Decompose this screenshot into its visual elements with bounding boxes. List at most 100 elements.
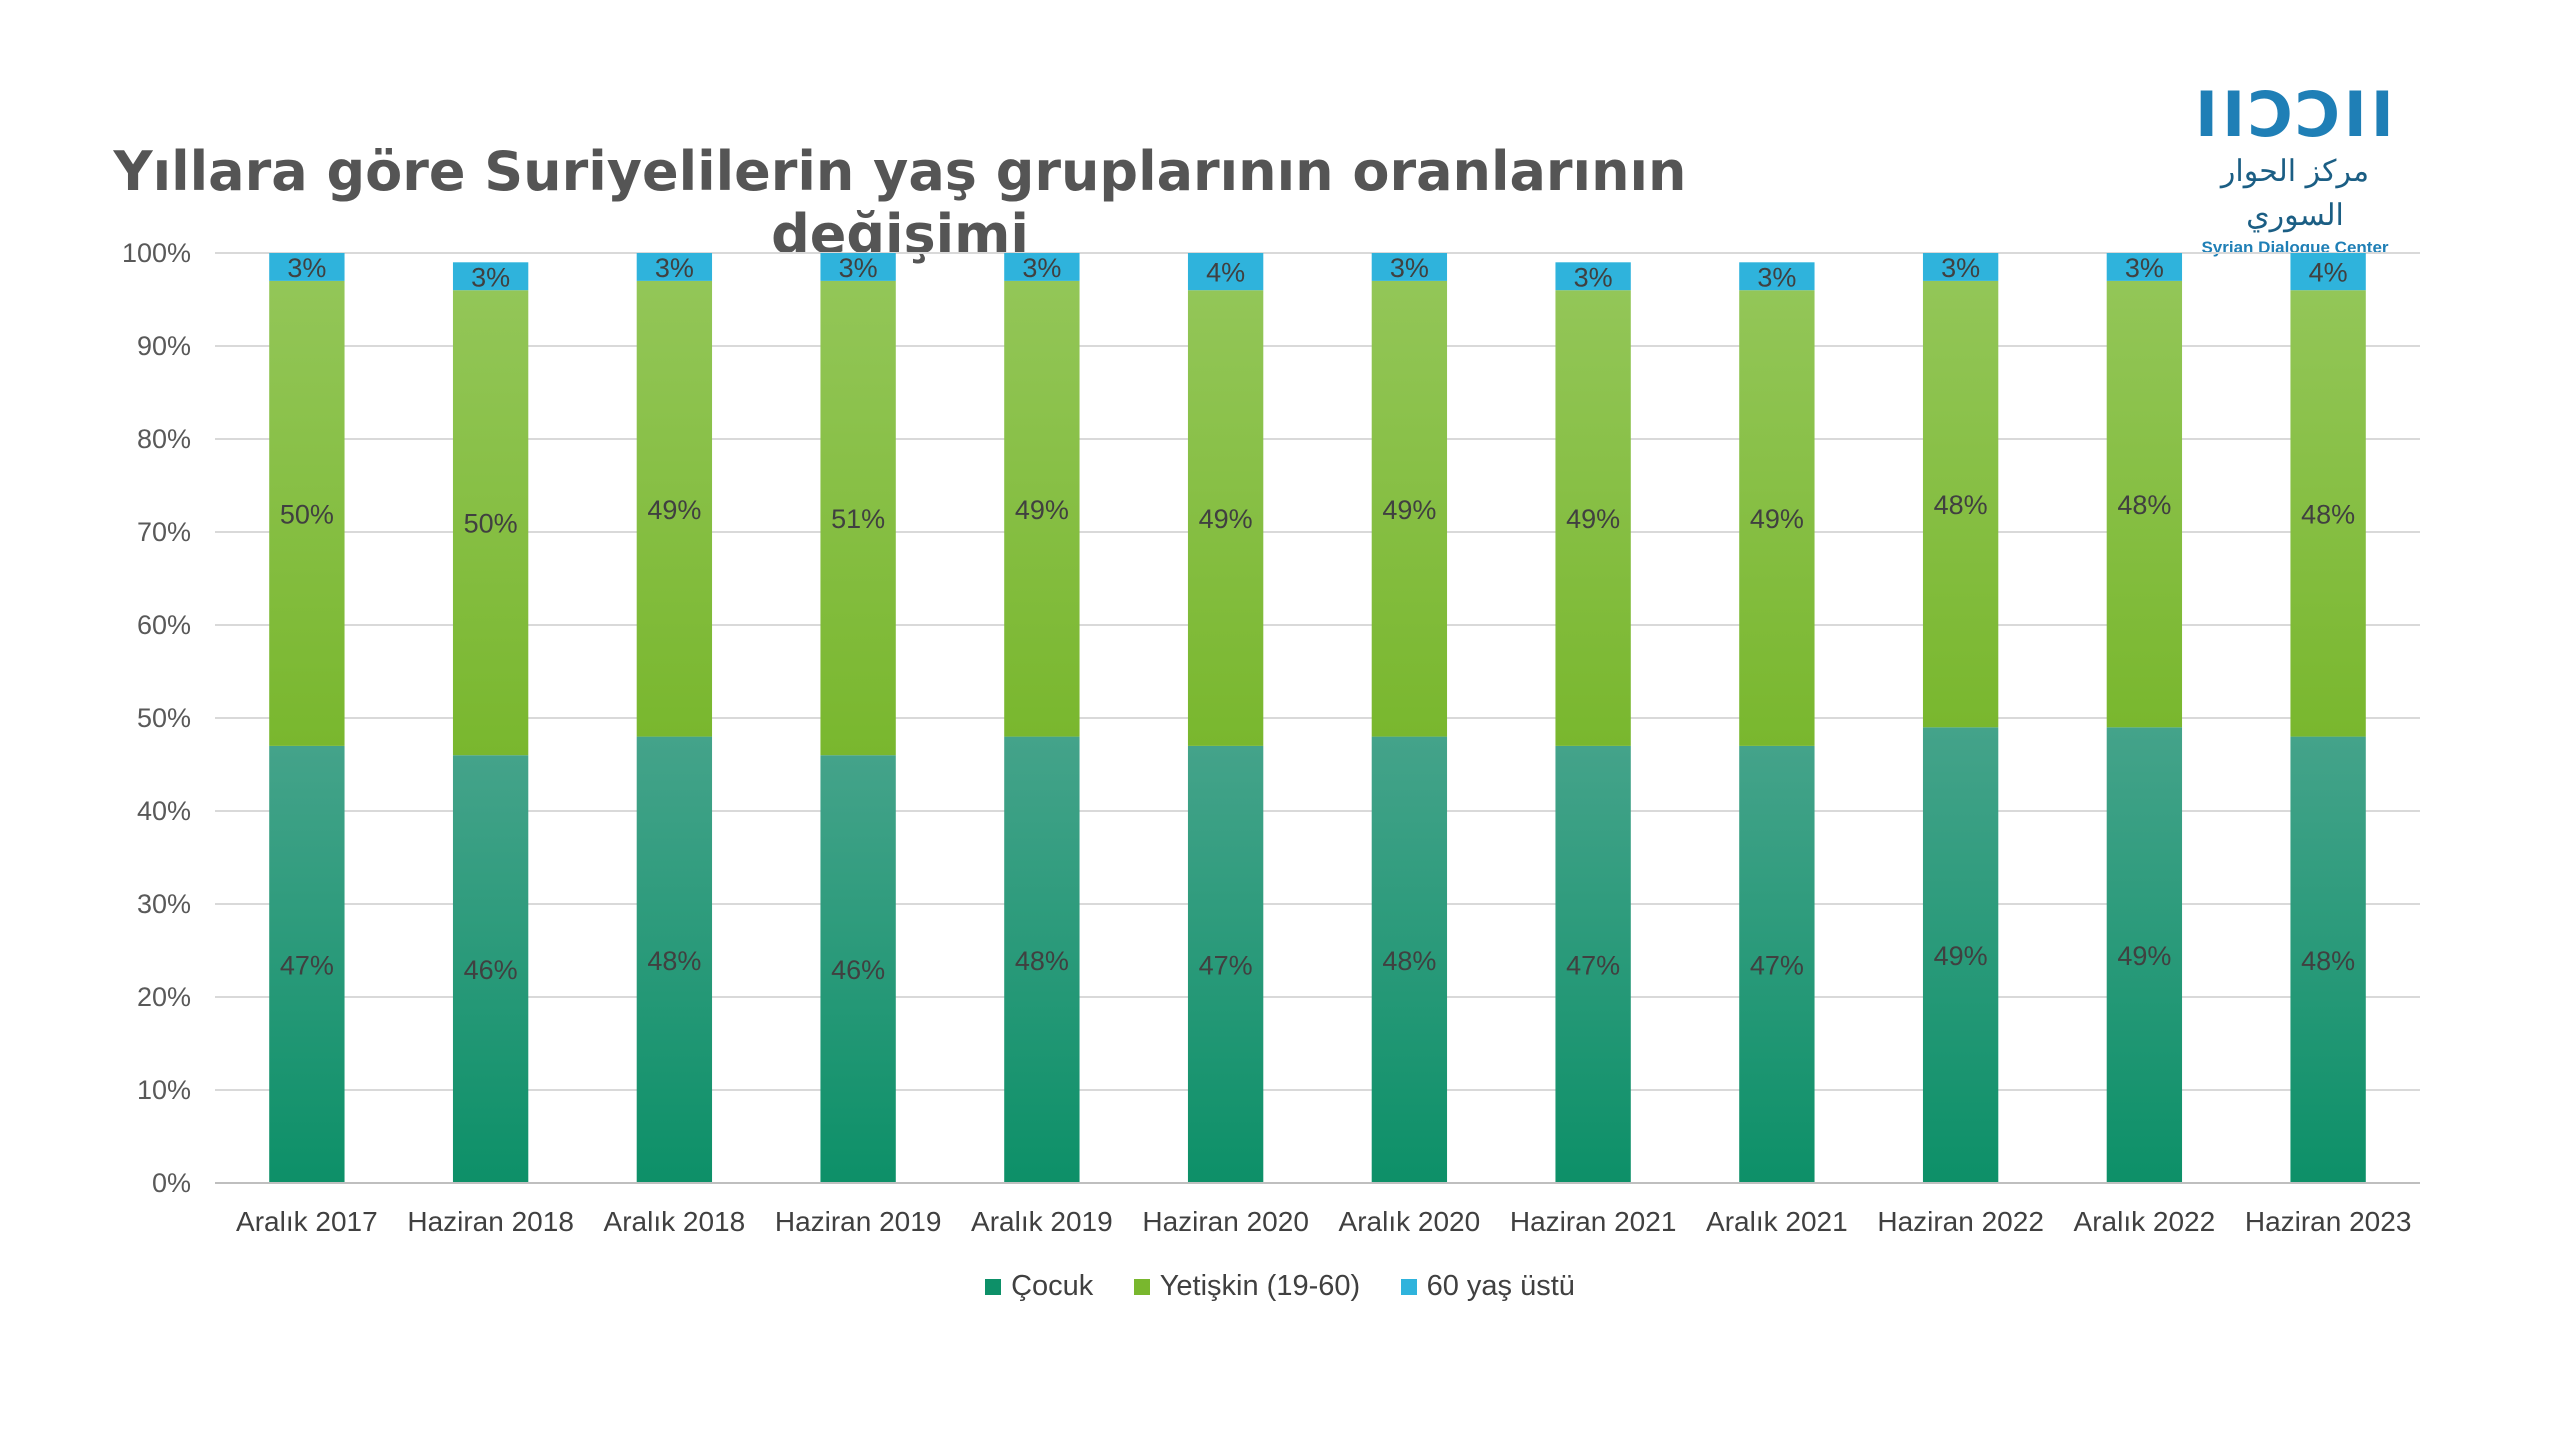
data-label: 51% xyxy=(831,504,885,534)
data-label: 47% xyxy=(1199,950,1253,980)
bar-segment-yetiskin xyxy=(820,280,896,756)
bar-segment-yetiskin xyxy=(1922,280,1999,728)
data-label: 3% xyxy=(1574,262,1613,292)
gridlines xyxy=(215,252,2420,1184)
legend: Çocuk Yetişkin (19-60) 60 yaş üstü xyxy=(0,1270,2560,1303)
y-tick-label: 0% xyxy=(152,1168,191,1198)
y-tick-label: 30% xyxy=(137,889,191,919)
y-axis: 0% 10% 20% 30% 40% 50% 60% 70% 80% 90% 100% xyxy=(122,238,191,1198)
bar-segment-60-yas-ustu xyxy=(820,253,896,281)
bar-segment-cocuk xyxy=(1187,745,1264,1183)
y-tick-label: 100% xyxy=(122,238,191,268)
data-label: 3% xyxy=(1390,253,1429,283)
legend-label-60-yas-ustu: 60 yaş üstü xyxy=(1426,1270,1575,1302)
bar-segment-cocuk xyxy=(2106,727,2183,1183)
legend-item-60-yas-ustu: 60 yaş üstü xyxy=(1400,1270,1575,1303)
legend-item-yetiskin: Yetişkin (19-60) xyxy=(1133,1270,1361,1303)
bar-segment-60-yas-ustu xyxy=(1187,253,1264,291)
bar-segment-cocuk xyxy=(1922,727,1999,1183)
data-label: 49% xyxy=(1934,941,1988,971)
y-tick-label: 10% xyxy=(137,1075,191,1105)
bar-segment-cocuk xyxy=(1004,736,1080,1183)
data-label: 47% xyxy=(280,950,334,980)
x-category-label: Haziran 2023 xyxy=(2245,1206,2412,1237)
data-label: 49% xyxy=(1015,495,1069,525)
data-label: 49% xyxy=(1382,495,1436,525)
bar-segment-60-yas-ustu xyxy=(2290,253,2366,291)
data-label: 49% xyxy=(2117,941,2171,971)
x-category-label: Haziran 2018 xyxy=(407,1206,574,1237)
data-label: 3% xyxy=(1022,253,1061,283)
bar-segment-60-yas-ustu xyxy=(269,253,345,281)
y-tick-label: 50% xyxy=(137,703,191,733)
bar-segment-cocuk xyxy=(1739,745,1815,1183)
y-tick-label: 90% xyxy=(137,331,191,361)
bar-segment-60-yas-ustu xyxy=(1555,262,1631,291)
x-category-label: Aralık 2019 xyxy=(971,1206,1113,1237)
y-tick-label: 80% xyxy=(137,424,191,454)
y-tick-label: 40% xyxy=(137,796,191,826)
x-category-label: Haziran 2021 xyxy=(1510,1206,1677,1237)
bar-segment-yetiskin xyxy=(2290,290,2366,737)
data-label: 48% xyxy=(647,946,701,976)
bar-segment-60-yas-ustu xyxy=(1922,253,1999,281)
bar-segment-cocuk xyxy=(820,755,896,1183)
data-label: 3% xyxy=(2125,253,2164,283)
bar-segment-yetiskin xyxy=(2106,280,2183,728)
data-label: 48% xyxy=(2117,490,2171,520)
data-label: 48% xyxy=(2301,499,2355,529)
bar-segment-cocuk xyxy=(452,755,529,1183)
bar-segment-yetiskin xyxy=(1555,290,1631,746)
bar-segment-yetiskin xyxy=(452,290,529,756)
x-category-label: Aralık 2020 xyxy=(1339,1206,1481,1237)
x-category-label: Aralık 2017 xyxy=(236,1206,378,1237)
y-tick-label: 70% xyxy=(137,517,191,547)
data-label: 47% xyxy=(1750,950,1804,980)
data-label: 50% xyxy=(280,499,334,529)
x-category-label: Aralık 2018 xyxy=(604,1206,746,1237)
data-label: 3% xyxy=(287,253,326,283)
legend-item-cocuk: Çocuk xyxy=(985,1270,1093,1303)
x-category-label: Haziran 2019 xyxy=(775,1206,942,1237)
data-label: 49% xyxy=(1566,504,1620,534)
data-label: 3% xyxy=(1941,253,1980,283)
data-label: 47% xyxy=(1566,950,1620,980)
bar-segment-60-yas-ustu xyxy=(1739,262,1815,291)
data-labels: 47% 50% 3% 46% 50% 3% 48% 49% 3% 46% 51% 3% 48% 49% 3%… xyxy=(280,253,2355,985)
bar-segment-60-yas-ustu xyxy=(452,262,529,291)
data-label: 48% xyxy=(2301,946,2355,976)
bar-segment-60-yas-ustu xyxy=(1004,253,1080,281)
x-category-label: Aralık 2021 xyxy=(1706,1206,1848,1237)
data-label: 4% xyxy=(1206,258,1245,288)
bar-segment-yetiskin xyxy=(1371,280,1448,737)
bar-segment-yetiskin xyxy=(1004,280,1080,737)
bar-segment-cocuk xyxy=(1371,736,1448,1183)
x-category-label: Haziran 2022 xyxy=(1877,1206,2044,1237)
logo-arabic-text: مركز الحوار السوري xyxy=(2220,154,2370,233)
data-label: 46% xyxy=(831,955,885,985)
data-label: 49% xyxy=(1750,504,1804,534)
bar-segment-cocuk xyxy=(269,745,345,1183)
logo-mark: ΙΙϽϽΙΙ xyxy=(2195,78,2398,151)
legend-label-yetiskin: Yetişkin (19-60) xyxy=(1159,1270,1361,1302)
bars xyxy=(269,253,2366,1183)
legend-label-cocuk: Çocuk xyxy=(1011,1270,1094,1302)
data-label: 3% xyxy=(655,253,694,283)
bar-segment-yetiskin xyxy=(1187,290,1264,746)
data-label: 48% xyxy=(1015,946,1069,976)
y-tick-label: 60% xyxy=(137,610,191,640)
bar-segment-60-yas-ustu xyxy=(636,253,713,281)
x-category-label: Haziran 2020 xyxy=(1142,1206,1309,1237)
data-label: 48% xyxy=(1382,946,1436,976)
data-label: 3% xyxy=(471,262,510,292)
data-label: 49% xyxy=(1199,504,1253,534)
data-label: 3% xyxy=(1757,262,1796,292)
bar-segment-cocuk xyxy=(1555,745,1631,1183)
bar-segment-yetiskin xyxy=(636,280,713,737)
x-axis: Aralık 2017 Haziran 2018 Aralık 2018 Hazira… xyxy=(215,1182,2420,1237)
bar-segment-yetiskin xyxy=(1739,290,1815,746)
bar-segment-yetiskin xyxy=(269,280,345,746)
data-label: 49% xyxy=(647,495,701,525)
bar-segment-60-yas-ustu xyxy=(1371,253,1448,281)
